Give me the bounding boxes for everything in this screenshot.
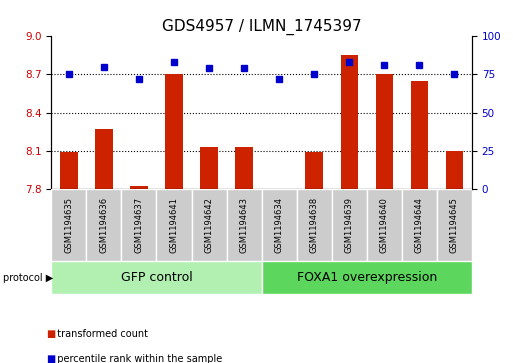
Bar	[262, 261, 472, 294]
Text: GFP control: GFP control	[121, 271, 192, 284]
Text: GSM1194641: GSM1194641	[169, 197, 179, 253]
Bar	[376, 74, 393, 189]
Bar	[60, 152, 77, 189]
Bar	[86, 189, 122, 261]
Bar	[122, 189, 156, 261]
Bar	[297, 189, 332, 261]
Text: ■: ■	[46, 329, 55, 339]
Text: GSM1194639: GSM1194639	[345, 197, 354, 253]
Text: GSM1194640: GSM1194640	[380, 197, 389, 253]
Bar	[130, 186, 148, 189]
Text: GSM1194644: GSM1194644	[415, 197, 424, 253]
Bar	[332, 189, 367, 261]
Text: GSM1194645: GSM1194645	[450, 197, 459, 253]
Text: transformed count: transformed count	[51, 329, 148, 339]
Bar	[156, 189, 191, 261]
Text: percentile rank within the sample: percentile rank within the sample	[51, 354, 223, 363]
Text: GSM1194643: GSM1194643	[240, 197, 249, 253]
Bar	[446, 151, 463, 189]
Title: GDS4957 / ILMN_1745397: GDS4957 / ILMN_1745397	[162, 19, 362, 35]
Text: GSM1194638: GSM1194638	[310, 197, 319, 253]
Text: protocol ▶: protocol ▶	[3, 273, 53, 283]
Bar	[437, 189, 472, 261]
Bar	[402, 189, 437, 261]
Text: GSM1194637: GSM1194637	[134, 197, 144, 253]
Bar	[410, 81, 428, 189]
Text: FOXA1 overexpression: FOXA1 overexpression	[297, 271, 437, 284]
Bar	[235, 147, 253, 189]
Text: GSM1194634: GSM1194634	[274, 197, 284, 253]
Text: GSM1194642: GSM1194642	[205, 197, 213, 253]
Bar	[51, 261, 262, 294]
Bar	[341, 56, 358, 189]
Bar	[191, 189, 227, 261]
Bar	[200, 147, 218, 189]
Text: GSM1194636: GSM1194636	[100, 197, 108, 253]
Bar	[367, 189, 402, 261]
Bar	[262, 189, 297, 261]
Bar	[305, 152, 323, 189]
Text: ■: ■	[46, 354, 55, 363]
Bar	[51, 189, 86, 261]
Bar	[227, 189, 262, 261]
Bar	[95, 129, 113, 189]
Bar	[165, 74, 183, 189]
Text: GSM1194635: GSM1194635	[64, 197, 73, 253]
